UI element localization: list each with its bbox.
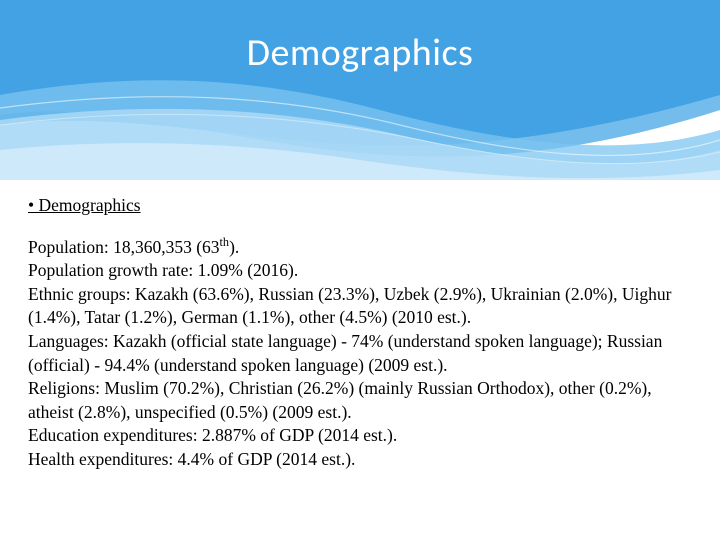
ordinal-suffix: th bbox=[220, 235, 230, 249]
population-text-a: Population: 18,360,353 (63 bbox=[28, 236, 220, 256]
languages-line: Languages: Kazakh (official state langua… bbox=[28, 330, 692, 377]
title-banner: Demographics bbox=[0, 0, 720, 180]
education-line: Education expenditures: 2.887% of GDP (2… bbox=[28, 424, 692, 448]
growth-line: Population growth rate: 1.09% (2016). bbox=[28, 259, 692, 283]
population-text-b: ). bbox=[229, 236, 239, 256]
population-line: Population: 18,360,353 (63th). bbox=[28, 234, 692, 259]
slide-title: Demographics bbox=[0, 30, 720, 76]
health-line: Health expenditures: 4.4% of GDP (2014 e… bbox=[28, 448, 692, 472]
body-heading: • Demographics bbox=[28, 194, 692, 218]
ethnic-line: Ethnic groups: Kazakh (63.6%), Russian (… bbox=[28, 283, 692, 330]
religions-line: Religions: Muslim (70.2%), Christian (26… bbox=[28, 377, 692, 424]
slide-body: • Demographics Population: 18,360,353 (6… bbox=[0, 180, 720, 472]
wave-background bbox=[0, 0, 720, 180]
